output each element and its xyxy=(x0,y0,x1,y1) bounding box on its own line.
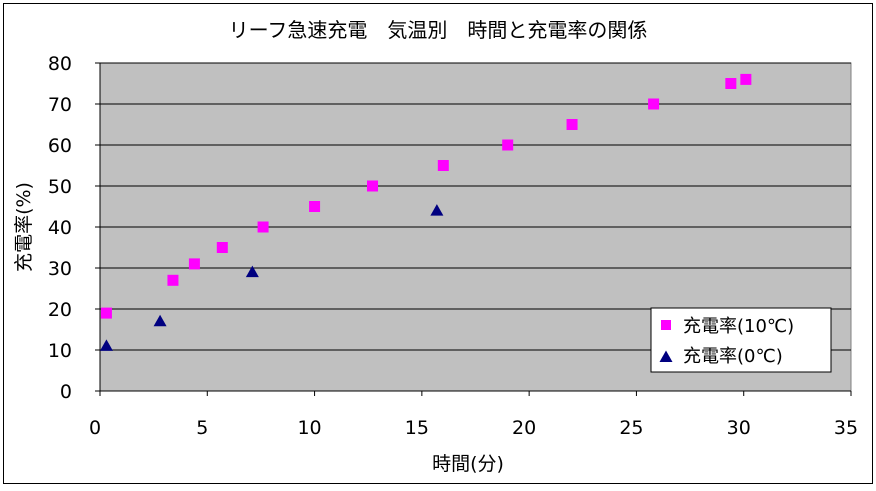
y-tick-label: 20 xyxy=(48,299,72,321)
data-point xyxy=(188,258,200,270)
series-0 xyxy=(100,73,752,319)
data-point xyxy=(309,201,321,212)
x-tick-label: 5 xyxy=(196,417,208,439)
y-tick-label: 0 xyxy=(60,381,72,403)
y-tick-label: 10 xyxy=(48,340,72,362)
legend: 充電率(10℃) 充電率(0℃) xyxy=(650,307,832,373)
data-point xyxy=(437,160,449,171)
y-tick-label: 40 xyxy=(48,217,72,239)
x-axis-ticks: 0 5 10 15 20 25 30 35 xyxy=(89,391,858,439)
x-tick-label: 10 xyxy=(297,417,321,439)
data-point xyxy=(430,204,444,216)
legend-label-0c: 充電率(0℃) xyxy=(683,346,783,367)
data-point xyxy=(367,180,379,192)
y-tick-label: 70 xyxy=(48,94,72,116)
data-point xyxy=(167,274,179,286)
data-point xyxy=(740,73,752,85)
data-point xyxy=(100,307,112,319)
y-tick-label: 30 xyxy=(48,258,72,280)
data-point xyxy=(245,265,259,278)
legend-box xyxy=(650,307,832,373)
data-point xyxy=(725,78,737,89)
x-tick-label: 30 xyxy=(727,417,751,439)
y-axis-ticks: 0 10 20 30 40 50 60 70 80 xyxy=(48,53,100,403)
legend-marker-10c xyxy=(661,320,671,330)
x-tick-label: 15 xyxy=(405,417,429,439)
y-tick-label: 50 xyxy=(48,176,72,198)
x-axis-label: 時間(分) xyxy=(432,453,504,475)
data-point xyxy=(566,119,578,130)
data-point xyxy=(502,139,514,151)
data-point xyxy=(99,339,113,351)
series-1 xyxy=(99,204,444,351)
y-tick-label: 80 xyxy=(48,53,72,75)
data-point xyxy=(153,314,167,327)
data-point xyxy=(648,98,660,110)
x-tick-label: 0 xyxy=(89,417,101,439)
x-tick-label: 20 xyxy=(512,417,536,439)
x-tick-label: 35 xyxy=(834,417,858,439)
data-marks xyxy=(99,73,752,351)
y-axis-label: 充電率(%) xyxy=(13,182,35,272)
x-tick-label: 25 xyxy=(619,417,643,439)
legend-label-10c: 充電率(10℃) xyxy=(683,316,794,337)
data-point xyxy=(257,221,269,233)
chart-title: リーフ急速充電 気温別 時間と充電率の関係 xyxy=(229,18,648,42)
data-point xyxy=(216,242,228,253)
legend-marker-0c xyxy=(659,350,673,362)
gridlines xyxy=(100,62,851,351)
y-tick-label: 60 xyxy=(48,135,72,157)
